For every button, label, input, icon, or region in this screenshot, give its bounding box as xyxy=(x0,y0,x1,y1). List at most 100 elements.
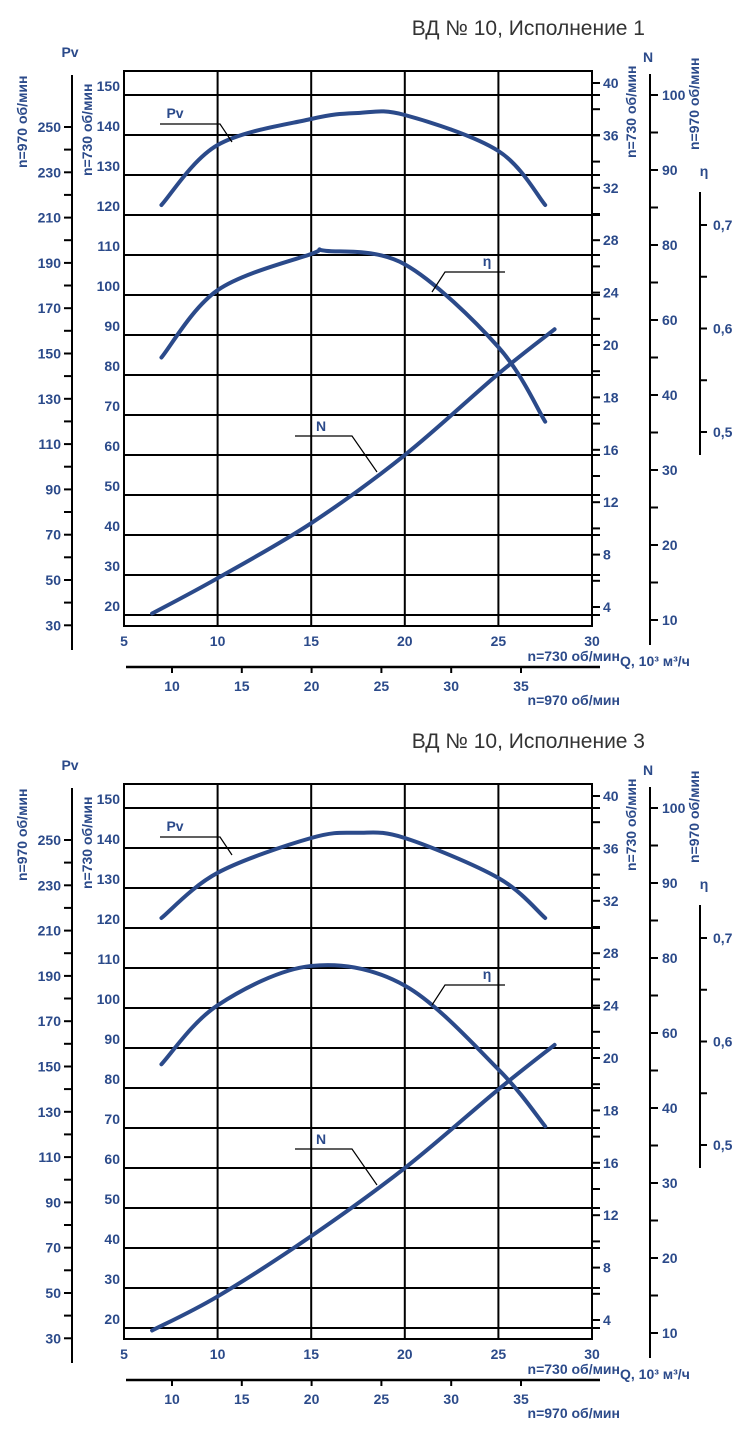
n970-tick-label: 10 xyxy=(662,612,678,628)
n970-speed-label: n=970 об/мин xyxy=(686,58,702,150)
q970-tick-label: 25 xyxy=(374,678,390,694)
q970-tick-label: 10 xyxy=(164,678,180,694)
chart-ispolnenie-1: ВД № 10, Исполнение 1 150 140 130 120 110 100 9… xyxy=(14,17,733,708)
n970-tick-label: 10 xyxy=(662,1325,678,1341)
n730-tick-label: 12 xyxy=(603,1207,619,1223)
pv730-tick-label: 70 xyxy=(104,398,120,414)
pv730-tick-label: 80 xyxy=(104,1071,120,1087)
q970-tick-label: 35 xyxy=(513,678,529,694)
pv730-speed-label: n=730 об/мин xyxy=(79,797,95,889)
curve-eta xyxy=(159,963,548,1129)
n-axis-title: N xyxy=(643,49,653,65)
pv730-tick-label: 40 xyxy=(104,1231,120,1247)
eta-tick-label: 0,7 xyxy=(713,217,733,233)
q970-speed-label: n=970 об/мин xyxy=(528,692,620,708)
pv730-tick-label: 120 xyxy=(97,198,121,214)
pv730-tick-label: 150 xyxy=(97,78,121,94)
n730-tick-label: 24 xyxy=(603,285,619,301)
pv730-tick-label: 150 xyxy=(97,791,121,807)
q970-tick-label: 30 xyxy=(443,1391,459,1407)
q970-tick-label: 10 xyxy=(164,1391,180,1407)
chart-title: ВД № 10, Исполнение 3 xyxy=(412,730,645,753)
eta-tick-label: 0,7 xyxy=(713,930,733,946)
eta-axis-title: η xyxy=(700,163,709,179)
curve-leader-line xyxy=(160,123,233,143)
n730-tick-label: 8 xyxy=(603,547,611,563)
pv970-tick-label: 230 xyxy=(38,164,62,180)
pv970-tick-label: 70 xyxy=(45,527,61,543)
q730-tick-label: 25 xyxy=(491,633,507,649)
curve-leader-line xyxy=(295,435,378,473)
n730-tick-label: 18 xyxy=(603,389,619,405)
pv970-tick-label: 90 xyxy=(45,1194,61,1210)
n730-tick-label: 20 xyxy=(603,1050,619,1066)
pv970-speed-label: n=970 об/мин xyxy=(14,76,30,168)
pv730-tick-label: 120 xyxy=(97,911,121,927)
q730-tick-label: 30 xyxy=(584,633,600,649)
q730-speed-label: n=730 об/мин xyxy=(528,1361,620,1377)
curve-leader-line xyxy=(431,984,505,1006)
pv730-tick-label: 30 xyxy=(104,558,120,574)
curve-n xyxy=(150,1042,557,1333)
n970-tick-label: 60 xyxy=(662,312,678,328)
pv730-tick-label: 40 xyxy=(104,518,120,534)
pv970-tick-label: 130 xyxy=(38,391,62,407)
pv970-tick-label: 150 xyxy=(38,346,62,362)
pv730-tick-label: 60 xyxy=(104,1151,120,1167)
pv730-tick-label: 100 xyxy=(97,278,121,294)
curve-eta xyxy=(159,247,548,424)
pv970-tick-label: 110 xyxy=(38,436,61,452)
curve-label: N xyxy=(316,418,326,434)
n730-tick-label: 8 xyxy=(603,1260,611,1276)
n730-tick-label: 16 xyxy=(603,442,619,458)
chart-ispolnenie-3: ВД № 10, Исполнение 3 150 140 130 120 110 100 9… xyxy=(14,730,733,1421)
q730-tick-label: 15 xyxy=(303,1346,319,1362)
curve-label: Pv xyxy=(166,105,183,121)
pv970-tick-label: 70 xyxy=(45,1240,61,1256)
pv970-tick-label: 230 xyxy=(38,877,62,893)
n730-tick-label: 20 xyxy=(603,337,619,353)
pv970-tick-label: 250 xyxy=(38,119,62,135)
n970-tick-label: 60 xyxy=(662,1025,678,1041)
chart-title: ВД № 10, Исполнение 1 xyxy=(412,17,645,40)
pv970-speed-label: n=970 об/мин xyxy=(14,789,30,881)
pv730-tick-label: 90 xyxy=(104,1031,120,1047)
n970-tick-label: 30 xyxy=(662,1175,678,1191)
q970-speed-label: n=970 об/мин xyxy=(528,1405,620,1421)
pv970-tick-label: 190 xyxy=(38,968,62,984)
n970-tick-label: 20 xyxy=(662,1250,678,1266)
pv970-tick-label: 210 xyxy=(38,923,62,939)
n970-tick-label: 40 xyxy=(662,1100,678,1116)
q730-tick-label: 30 xyxy=(584,1346,600,1362)
curve-n xyxy=(150,327,557,616)
n970-tick-label: 80 xyxy=(662,237,678,253)
pv730-tick-label: 50 xyxy=(104,478,120,494)
q730-tick-label: 5 xyxy=(120,1346,128,1362)
pv-axis-title: Pv xyxy=(61,757,78,773)
pv970-tick-label: 50 xyxy=(45,572,61,588)
pv970-tick-label: 130 xyxy=(38,1104,62,1120)
pv730-tick-label: 20 xyxy=(104,598,120,614)
q970-tick-label: 15 xyxy=(234,678,250,694)
curve-label: η xyxy=(483,966,492,982)
n730-tick-label: 36 xyxy=(603,127,619,143)
curve-pv xyxy=(159,109,548,207)
curve-label: η xyxy=(483,253,492,269)
pv970-tick-label: 110 xyxy=(38,1149,61,1165)
q730-tick-label: 20 xyxy=(397,1346,413,1362)
q730-tick-label: 5 xyxy=(120,633,128,649)
pv730-tick-label: 30 xyxy=(104,1271,120,1287)
pv730-tick-label: 70 xyxy=(104,1111,120,1127)
q730-speed-label: n=730 об/мин xyxy=(528,648,620,664)
n970-tick-label: 90 xyxy=(662,875,678,891)
curve-pv xyxy=(159,830,548,920)
pv970-tick-label: 150 xyxy=(38,1059,62,1075)
n730-tick-label: 36 xyxy=(603,840,619,856)
pv730-tick-label: 140 xyxy=(97,118,121,134)
pv730-tick-label: 130 xyxy=(97,158,121,174)
pv730-tick-label: 50 xyxy=(104,1191,120,1207)
eta-axis-title: η xyxy=(700,876,709,892)
pv970-tick-label: 90 xyxy=(45,481,61,497)
q730-tick-label: 10 xyxy=(210,633,226,649)
n-axis-title: N xyxy=(643,762,653,778)
